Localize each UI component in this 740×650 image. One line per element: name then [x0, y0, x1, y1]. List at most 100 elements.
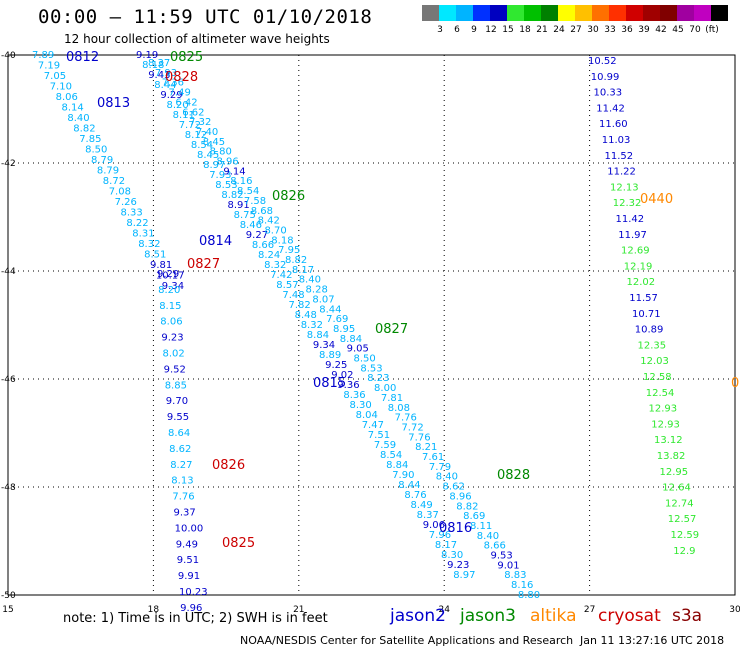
swh-value: 8.69 — [463, 511, 485, 522]
swh-value: 8.21 — [415, 442, 437, 453]
swh-value: 7.69 — [326, 314, 348, 325]
swh-value: 7.76 — [395, 413, 417, 424]
swh-value: 8.79 — [91, 155, 113, 166]
swh-value: 8.40 — [299, 275, 321, 286]
swh-value: 12.95 — [660, 467, 689, 478]
swh-value: 8.23 — [367, 373, 389, 384]
swh-value: 7.76 — [408, 432, 430, 443]
swh-value: 8.89 — [319, 350, 341, 361]
swh-value: 7.48 — [282, 290, 304, 301]
swh-value: 8.06 — [56, 92, 78, 103]
swh-value: 8.20 — [158, 285, 180, 296]
scale-swatch — [626, 5, 643, 21]
swh-value: 8.68 — [251, 206, 273, 217]
swh-value: 8.33 — [121, 208, 143, 219]
scale-swatch — [456, 5, 473, 21]
swh-value: 8.53 — [360, 363, 382, 374]
swh-value: 7.49 — [169, 88, 191, 99]
swh-value: 9.06 — [423, 520, 445, 531]
swh-value: 7.61 — [422, 452, 444, 463]
swh-value: 7.96 — [429, 530, 451, 541]
swh-value: 9.05 — [347, 344, 369, 355]
scale-swatch — [439, 5, 456, 21]
swh-value: 11.57 — [629, 293, 658, 304]
satellite-legend-s3a: s3a — [672, 606, 703, 626]
swh-value: 12.9 — [673, 546, 695, 557]
swh-value: 9.70 — [166, 396, 188, 407]
swh-value: 8.84 — [307, 330, 329, 341]
track-time-label: 0827 — [375, 322, 408, 337]
track-time-label: 0825 — [222, 536, 255, 551]
swh-value: 8.42 — [258, 216, 280, 227]
swh-value: 7.85 — [79, 134, 101, 145]
scale-label: 27 — [570, 25, 582, 35]
swh-value: 8.54 — [191, 140, 213, 151]
swh-value: 8.40 — [67, 113, 89, 124]
swh-value: 8.27 — [170, 460, 192, 471]
swh-value: 8.82 — [73, 124, 95, 135]
swh-value: 8.11 — [173, 110, 195, 121]
swh-value: 8.17 — [292, 265, 314, 276]
swh-value: 8.50 — [354, 354, 376, 365]
swh-value: 12.35 — [638, 340, 667, 351]
swh-value: 8.97 — [203, 160, 225, 171]
swh-value: 11.52 — [605, 151, 634, 162]
swh-value: 8.30 — [441, 550, 463, 561]
swh-value: 8.82 — [285, 255, 307, 266]
swh-value: 10.89 — [635, 325, 664, 336]
swh-value: 9.53 — [491, 551, 513, 562]
x-tick-label: 24 — [438, 605, 450, 615]
swh-value: 8.45 — [197, 150, 219, 161]
swh-value: 9.55 — [167, 412, 189, 423]
swh-value: 8.62 — [443, 482, 465, 493]
scale-swatch — [609, 5, 626, 21]
swh-value: 8.18 — [271, 235, 293, 246]
y-tick-label: -42 — [1, 159, 16, 169]
swh-value: 8.66 — [484, 541, 506, 552]
swh-value: 12.93 — [651, 419, 680, 430]
swh-value: 9.91 — [178, 571, 200, 582]
swh-value: 7.08 — [109, 187, 131, 198]
swh-value: 7.10 — [50, 82, 72, 93]
swh-value: 8.12 — [185, 130, 207, 141]
scale-swatch — [694, 5, 711, 21]
swh-value: 8.40 — [436, 472, 458, 483]
swh-value: 7.40 — [196, 127, 218, 138]
swh-value: 9.29 — [160, 90, 182, 101]
swh-value: 8.37 — [148, 58, 170, 69]
swh-value: 8.22 — [126, 218, 148, 229]
swh-value: 8.66 — [252, 240, 274, 251]
swh-value: 7.82 — [289, 300, 311, 311]
satellite-legend-jason2: jason2 — [390, 606, 446, 626]
swh-value: 8.72 — [103, 176, 125, 187]
swh-value: 8.15 — [159, 301, 181, 312]
swh-value: 7.26 — [115, 197, 137, 208]
swh-value: 8.13 — [171, 476, 193, 487]
swh-value: 8.64 — [168, 428, 190, 439]
swh-value: 11.22 — [607, 167, 636, 178]
swh-value: 8.97 — [453, 570, 475, 581]
swh-value: 9.01 — [497, 560, 519, 571]
track-time-label: 0828 — [497, 468, 530, 483]
x-tick-label: 15 — [2, 605, 13, 615]
scale-label: (ft) — [705, 25, 719, 35]
swh-value: 12.58 — [643, 372, 672, 383]
swh-value: 12.54 — [646, 388, 675, 399]
scale-swatch — [422, 5, 439, 21]
track-time-label: 0814 — [199, 234, 232, 249]
swh-value: 8.96 — [449, 491, 471, 502]
swh-value: 7.72 — [179, 120, 201, 131]
swh-value: 8.30 — [350, 400, 372, 411]
scale-swatch — [558, 5, 575, 21]
swh-value: 12.13 — [610, 182, 639, 193]
swh-value: 9.23 — [161, 333, 183, 344]
scale-label: 6 — [454, 25, 460, 35]
scale-swatch — [677, 5, 694, 21]
scale-label: 45 — [672, 25, 684, 35]
swh-value: 8.16 — [230, 176, 252, 187]
swh-value: 8.95 — [333, 324, 355, 335]
scale-label: 30 — [587, 25, 599, 35]
swh-value: 7.42 — [270, 270, 292, 281]
track-time-label: 0440 — [640, 192, 673, 207]
swh-value: 8.40 — [477, 531, 499, 542]
